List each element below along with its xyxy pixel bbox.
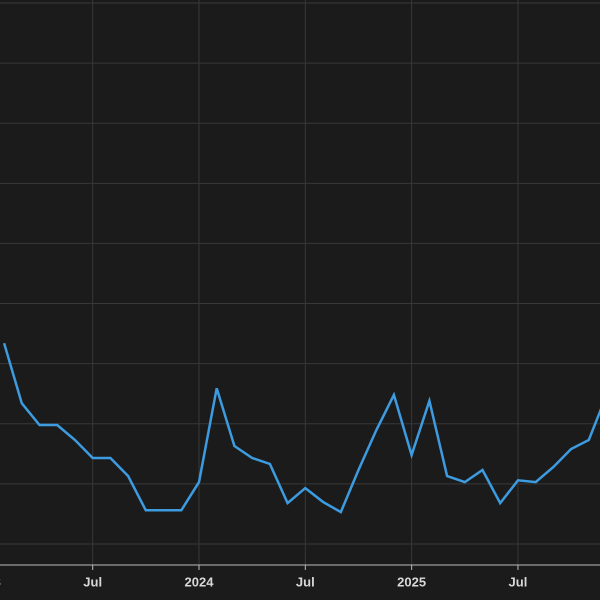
x-tick-label: Jul: [83, 574, 102, 589]
x-tick-label: 2023: [0, 574, 1, 589]
x-tick-label: 2024: [185, 574, 215, 589]
x-tick-label: 2025: [397, 574, 426, 589]
x-tick-label: Jul: [296, 574, 315, 589]
x-tick-label: Jul: [509, 574, 528, 589]
data-line: [2, 342, 600, 514]
